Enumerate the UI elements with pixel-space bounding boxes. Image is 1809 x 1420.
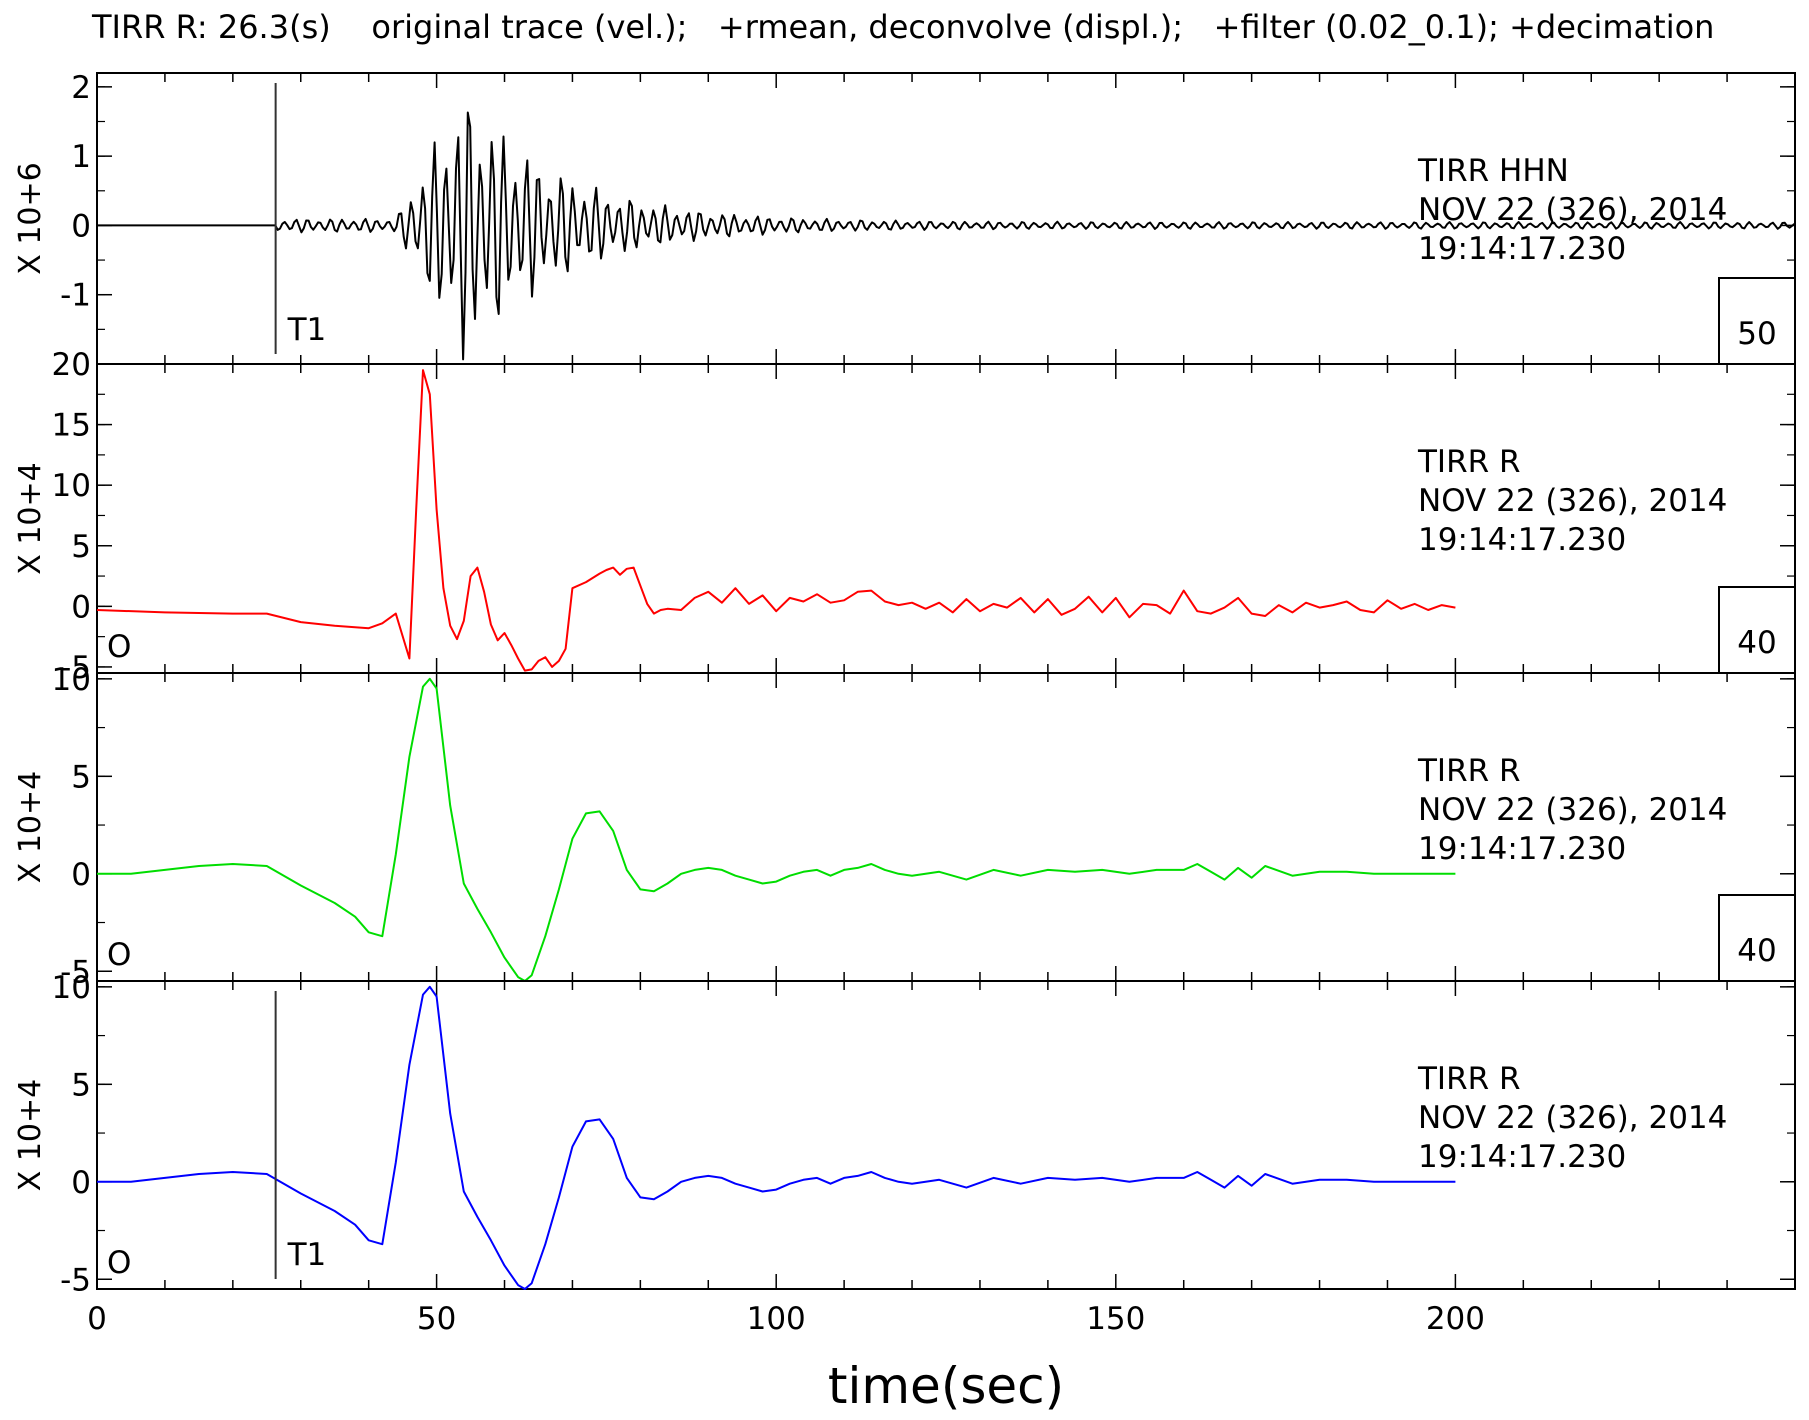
panel2-box	[1718, 586, 1796, 674]
panel1-box-label: 50	[1737, 316, 1776, 352]
x-tick-label: 150	[1086, 1301, 1145, 1337]
panel4-station-label: TIRR R	[1417, 1061, 1521, 1097]
x-tick-label: 100	[747, 1301, 806, 1337]
panel1-marker-label: T1	[287, 312, 327, 348]
panel2-origin-label: O	[107, 629, 131, 665]
panel2-y-tick-label: 10	[52, 468, 91, 504]
panel3-y-tick-label: 10	[52, 662, 91, 698]
panel3-scale-label: X 10+4	[13, 771, 48, 884]
page-title: TIRR R: 26.3(s) original trace (vel.); +…	[92, 8, 1715, 46]
panel2-date-label: NOV 22 (326), 2014	[1418, 483, 1727, 519]
panel1-y-tick-label: -1	[60, 278, 91, 314]
panel3-origin-label: O	[107, 937, 131, 973]
panel3-y-tick-label: -5	[60, 954, 91, 990]
panel2-y-tick-label: -5	[60, 650, 91, 686]
panel4-frame	[96, 980, 1796, 1290]
panel2-time-label: 19:14:17.230	[1418, 522, 1626, 558]
panel1-y-tick-label: 2	[71, 70, 91, 106]
panel1-y-tick-label: 1	[71, 139, 91, 175]
panel1-y-tick-label: 0	[71, 208, 91, 244]
panel4-date-label: NOV 22 (326), 2014	[1418, 1100, 1727, 1136]
panel3-series-line-0	[97, 677, 1456, 982]
panel2-y-tick-label: 15	[52, 408, 91, 444]
panel2-y-tick-label: 0	[71, 589, 91, 625]
panel2-box-label: 40	[1737, 625, 1776, 661]
panel1-scale-label: X 10+6	[13, 162, 48, 275]
panel2-station-label: TIRR R	[1417, 444, 1521, 480]
panel4-time-label: 19:14:17.230	[1418, 1139, 1626, 1175]
panel3-date-label: NOV 22 (326), 2014	[1418, 792, 1727, 828]
panel3-box	[1718, 894, 1796, 982]
panel1-series-line-0	[97, 111, 1795, 361]
panel1-station-label: TIRR HHN	[1417, 153, 1569, 189]
x-tick-label: 200	[1426, 1301, 1485, 1337]
panel2-scale-label: X 10+4	[13, 462, 48, 575]
panel1-date-label: NOV 22 (326), 2014	[1418, 192, 1727, 228]
panel2-y-tick-label: 20	[52, 347, 91, 383]
panel4-y-tick-label: 10	[52, 970, 91, 1006]
panel4-marker-label: T1	[287, 1237, 327, 1273]
panel3-box-label: 40	[1737, 933, 1776, 969]
panel3-time-label: 19:14:17.230	[1418, 831, 1626, 867]
panel3-y-tick-label: 5	[71, 759, 91, 795]
panel2-series-line-0	[96, 369, 1456, 672]
panel4-y-tick-label: 5	[71, 1067, 91, 1103]
panel1-time-label: 19:14:17.230	[1418, 231, 1626, 267]
panel1-box	[1718, 277, 1796, 365]
x-tick-label: 0	[87, 1301, 107, 1337]
panel2-y-tick-label: 5	[71, 529, 91, 565]
panel3-y-tick-label: 0	[71, 857, 91, 893]
panel4-scale-label: X 10+4	[13, 1079, 48, 1192]
panel4-y-tick-label: -5	[60, 1262, 91, 1298]
panel4-origin-label: O	[107, 1245, 131, 1281]
x-axis-label: time(sec)	[828, 1357, 1064, 1415]
panel3-station-label: TIRR R	[1417, 753, 1521, 789]
x-tick-label: 50	[417, 1301, 456, 1337]
panel4-y-tick-label: 0	[71, 1165, 91, 1201]
panel4-series-line-0	[97, 985, 1456, 1290]
